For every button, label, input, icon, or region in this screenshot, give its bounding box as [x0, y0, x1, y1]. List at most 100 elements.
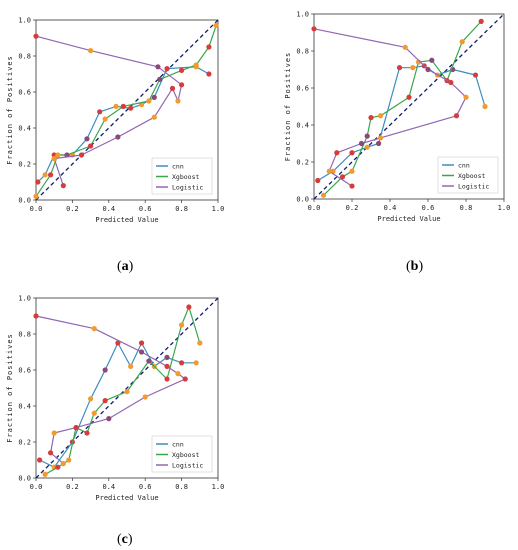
y-tick-label: 1.0	[18, 17, 31, 25]
data-point-logistic	[175, 98, 181, 104]
data-point-cnn	[349, 150, 355, 156]
data-point-logistic	[151, 114, 157, 120]
legend-label-cnn: cnn	[458, 161, 470, 169]
plot-area	[35, 19, 219, 201]
data-point-logistic	[138, 349, 145, 355]
y-tick-label: 0.8	[296, 48, 309, 56]
data-point-xgboost	[164, 376, 170, 382]
data-point-xgboost	[197, 340, 203, 346]
y-tick-label: 0.6	[296, 85, 309, 93]
data-point-cnn	[482, 103, 488, 110]
data-point-cnn	[151, 94, 157, 100]
data-point-xgboost	[320, 192, 327, 198]
legend-label-xgboost: Xgboost	[458, 172, 485, 180]
y-tick-label: 0.4	[18, 403, 31, 411]
data-point-cnn	[164, 354, 170, 360]
data-point-cnn	[206, 71, 212, 77]
data-point-cnn	[97, 109, 103, 115]
data-point-xgboost	[377, 113, 384, 119]
data-point-logistic	[164, 363, 170, 369]
data-point-cnn	[364, 144, 370, 150]
plot-area	[313, 13, 505, 200]
x-tick-label: 0.2	[66, 483, 79, 491]
data-point-logistic	[425, 66, 431, 73]
x-tick-label: 1.0	[498, 204, 511, 212]
x-tick-label: 1.0	[212, 483, 225, 491]
data-point-xgboost	[213, 22, 219, 28]
data-point-logistic	[33, 33, 39, 39]
data-point-cnn	[396, 65, 403, 71]
x-tick-label: 0.8	[460, 204, 473, 212]
data-point-cnn	[410, 65, 416, 71]
data-point-xgboost	[459, 39, 465, 45]
chart-svg-a: 0.0 0.2 0.4 0.6 0.8 1.0 0.0 0.2 0.4 0.6 0.8 1.0 Pred…	[6, 17, 225, 225]
data-point-logistic	[91, 326, 97, 332]
data-point-logistic	[47, 450, 54, 456]
data-point-logistic	[349, 183, 355, 189]
data-point-cnn	[51, 152, 57, 158]
data-point-xgboost	[368, 115, 374, 121]
x-tick-label: 0.4	[102, 483, 115, 491]
data-point-logistic	[311, 26, 317, 32]
data-point-logistic	[155, 64, 161, 70]
data-point-xgboost	[339, 174, 346, 180]
y-tick-label: 0.6	[18, 367, 31, 375]
y-tick-label: 0.0	[296, 196, 309, 204]
data-point-logistic	[448, 79, 454, 86]
data-point-cnn	[315, 177, 321, 184]
y-tick-label: 1.0	[296, 11, 309, 19]
data-point-xgboost	[478, 18, 484, 24]
y-axis-label: Fraction of Positives	[6, 333, 14, 443]
data-point-cnn	[102, 367, 108, 373]
plot-area	[35, 297, 219, 479]
data-point-logistic	[60, 461, 66, 467]
x-axis-label: Predicted Value	[377, 215, 440, 223]
data-point-xgboost	[66, 457, 72, 463]
data-point-xgboost	[102, 116, 108, 122]
data-point-xgboost	[120, 103, 126, 109]
series-line-logistic	[35, 315, 186, 465]
data-point-cnn	[164, 66, 170, 72]
y-tick-label: 0.8	[18, 53, 31, 61]
data-point-cnn	[35, 179, 41, 185]
x-tick-label: 0.0	[30, 483, 43, 491]
legend-label-logistic: Logistic	[172, 461, 203, 469]
data-point-xgboost	[364, 133, 370, 139]
y-tick-label: 0.2	[296, 159, 309, 167]
data-point-xgboost	[146, 98, 152, 104]
data-point-xgboost	[88, 143, 94, 149]
data-point-xgboost	[406, 94, 412, 100]
y-tick-label: 0.0	[18, 197, 31, 205]
series-line-cnn	[317, 65, 486, 182]
chart-panel-a: 0.0 0.2 0.4 0.6 0.8 1.0 0.0 0.2 0.4 0.6 0.8 1.0 Pred…	[0, 0, 250, 250]
x-tick-label: 0.8	[175, 483, 188, 491]
data-point-cnn	[179, 360, 185, 366]
caption-c: (c)	[117, 532, 133, 547]
legend-label-xgboost: Xgboost	[172, 173, 199, 181]
data-point-xgboost	[429, 57, 435, 63]
data-point-logistic	[326, 168, 332, 174]
data-point-logistic	[182, 376, 188, 382]
legend-label-xgboost: Xgboost	[172, 451, 199, 459]
data-point-cnn	[193, 360, 199, 366]
x-tick-label: 1.0	[212, 205, 225, 213]
data-point-cnn	[88, 396, 94, 402]
data-point-xgboost	[102, 398, 108, 404]
data-point-logistic	[51, 156, 57, 162]
data-point-xgboost	[349, 168, 355, 174]
x-tick-label: 0.6	[422, 204, 435, 212]
x-tick-label: 0.6	[139, 483, 152, 491]
data-point-logistic	[175, 371, 181, 377]
data-point-xgboost	[157, 76, 163, 82]
data-point-xgboost	[91, 410, 97, 416]
x-tick-label: 0.2	[346, 204, 359, 212]
data-point-logistic	[358, 140, 365, 147]
legend: cnn Xgboost Logistic	[151, 435, 213, 473]
y-tick-label: 0.2	[18, 161, 31, 169]
data-point-logistic	[115, 134, 121, 140]
data-point-xgboost	[206, 44, 212, 50]
data-point-xgboost	[55, 152, 61, 158]
x-axis-label: Predicted Value	[95, 494, 158, 502]
data-point-cnn	[115, 340, 121, 346]
perfect-calibration-line	[35, 19, 219, 201]
